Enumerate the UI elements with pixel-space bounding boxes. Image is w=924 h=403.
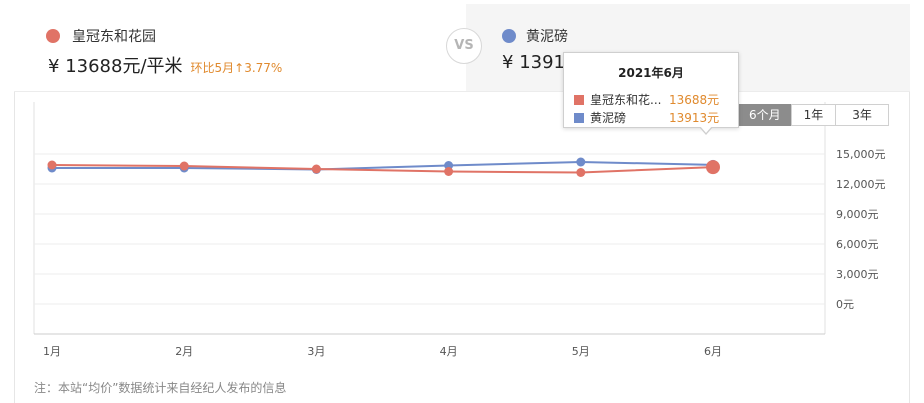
tooltip-label-left: 皇冠东和花... [590, 93, 662, 107]
data-point [179, 161, 189, 171]
left-price-value: 13688元/平米 [65, 56, 183, 77]
y-tick-label: 12,000元 [836, 178, 886, 191]
header-divider [14, 91, 910, 92]
left-community-name: 皇冠东和花园 [72, 29, 156, 45]
x-tick-label: 6月 [704, 345, 722, 358]
x-tick-label: 1月 [43, 345, 61, 358]
x-tick-label: 3月 [307, 345, 325, 358]
series-dot-left [46, 29, 60, 43]
y-tick-label: 15,000元 [836, 148, 886, 161]
series-line [51, 164, 714, 174]
y-tick-label: 3,000元 [836, 268, 879, 281]
left-currency: ¥ [48, 56, 60, 77]
y-tick-label: 9,000元 [836, 208, 879, 221]
data-point [444, 167, 454, 176]
x-tick-label: 5月 [572, 345, 590, 358]
tooltip-value-right: 13913元 [669, 111, 720, 125]
series-line [52, 160, 714, 171]
tooltip-arrow-fill [700, 126, 712, 133]
range-3-years-button[interactable]: 3年 [835, 104, 889, 126]
tooltip-value-left: 13688元 [669, 93, 720, 107]
data-point-highlight [706, 160, 720, 175]
y-tick-label: 0元 [836, 298, 854, 311]
right-currency: ¥ [502, 52, 514, 73]
right-price-value: 1391 [519, 52, 565, 73]
right-community-name: 黄泥磅 [526, 29, 568, 45]
data-point [576, 157, 586, 167]
time-range-selector: 6个月 1年 3年 [738, 104, 889, 126]
x-tick-label: 4月 [440, 345, 458, 358]
chart-tooltip: 2021年6月 皇冠东和花... 13688元 黄泥磅 13913元 [563, 52, 739, 128]
data-point [311, 164, 321, 174]
vs-badge: VS [446, 28, 482, 64]
data-point [576, 168, 586, 177]
range-6-months-button[interactable]: 6个月 [738, 104, 792, 126]
data-source-note: 注：本站“均价”数据统计来自经纪人发布的信息 [34, 381, 287, 395]
range-1-year-button[interactable]: 1年 [790, 104, 837, 126]
series-dot-right [502, 29, 516, 43]
tooltip-row-right: 黄泥磅 13913元 [574, 109, 719, 126]
tooltip-swatch-right [574, 113, 584, 123]
data-point [47, 160, 57, 170]
compare-left-card: 皇冠东和花园 ¥ 13688元/平米 环比5月↑3.77% [14, 4, 466, 91]
left-price: ¥ 13688元/平米 环比5月↑3.77% [48, 52, 282, 78]
x-tick-label: 2月 [175, 345, 193, 358]
left-month-change: 环比5月↑3.77% [190, 61, 283, 75]
y-tick-label: 6,000元 [836, 238, 879, 251]
tooltip-swatch-left [574, 95, 584, 105]
tooltip-title: 2021年6月 [618, 66, 684, 80]
tooltip-row-left: 皇冠东和花... 13688元 [574, 91, 719, 108]
right-price: ¥ 1391 [502, 52, 565, 73]
tooltip-label-right: 黄泥磅 [590, 111, 627, 125]
